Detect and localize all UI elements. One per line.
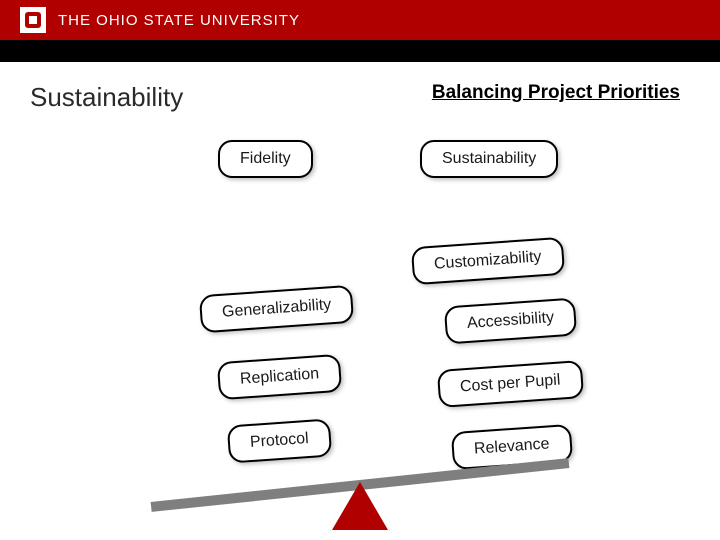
university-name: THE OHIO STATE UNIVERSITY [58, 12, 300, 29]
seesaw-diagram: Fidelity Sustainability Customizability … [0, 80, 720, 520]
pill-sustainability: Sustainability [420, 140, 558, 178]
pill-customizability: Customizability [411, 237, 565, 285]
pill-cost-per-pupil: Cost per Pupil [437, 360, 584, 408]
osu-logo-o [25, 12, 41, 28]
seesaw-fulcrum [332, 482, 388, 530]
pill-generalizability: Generalizability [199, 285, 355, 334]
pill-protocol: Protocol [227, 418, 332, 463]
pill-replication: Replication [217, 354, 343, 400]
header-bar: THE OHIO STATE UNIVERSITY [0, 0, 720, 40]
osu-logo [20, 7, 46, 33]
pill-accessibility: Accessibility [444, 297, 577, 344]
header-underline [0, 40, 720, 62]
pill-fidelity: Fidelity [218, 140, 313, 178]
